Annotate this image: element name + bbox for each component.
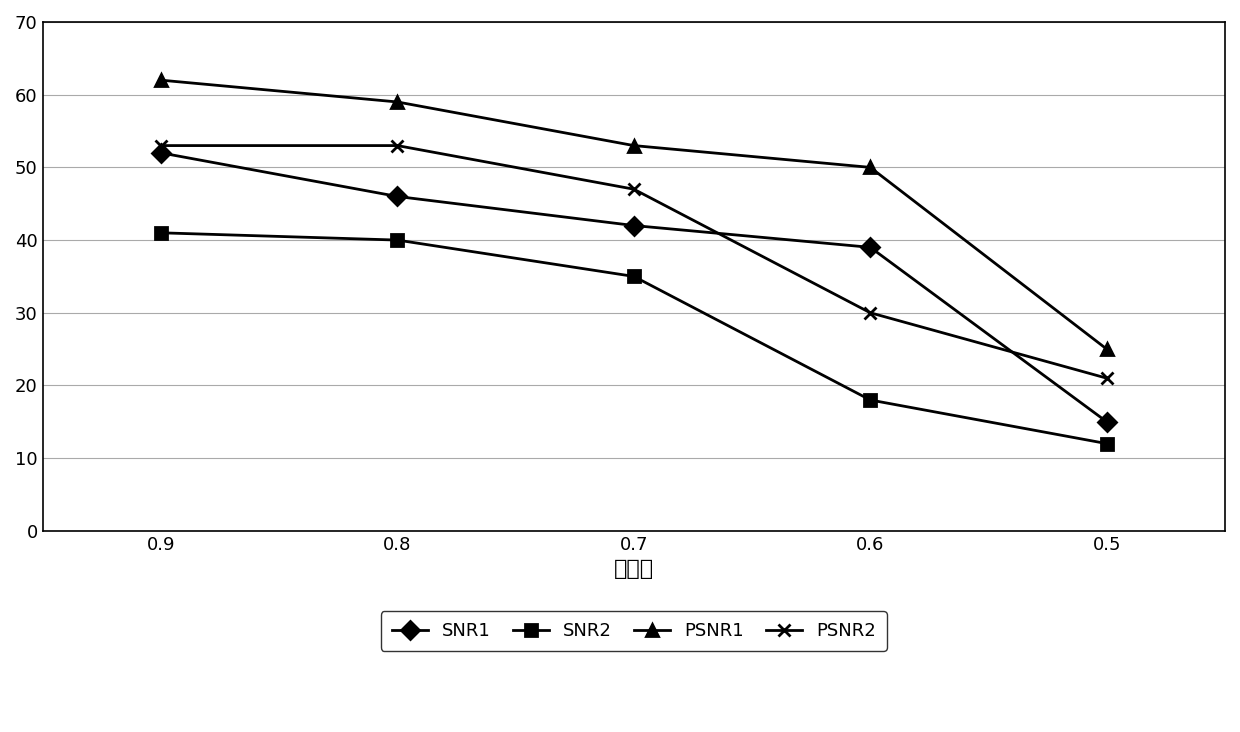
PSNR2: [1100, 374, 1115, 383]
PSNR2: [389, 141, 404, 150]
SNR2: [626, 272, 641, 281]
PSNR1: [863, 163, 878, 172]
PSNR1: [389, 97, 404, 106]
SNR2: [863, 395, 878, 404]
PSNR2: [154, 141, 169, 150]
Line: PSNR2: PSNR2: [155, 139, 1114, 384]
PSNR1: [154, 75, 169, 84]
SNR1: [863, 243, 878, 252]
Line: PSNR1: PSNR1: [155, 74, 1114, 355]
Line: SNR2: SNR2: [155, 226, 1114, 450]
SNR1: [154, 149, 169, 157]
SNR1: [1100, 417, 1115, 426]
PSNR1: [1100, 345, 1115, 354]
PSNR2: [626, 184, 641, 193]
SNR2: [389, 236, 404, 244]
PSNR1: [626, 141, 641, 150]
SNR1: [389, 192, 404, 201]
PSNR2: [863, 308, 878, 317]
SNR2: [1100, 439, 1115, 448]
Line: SNR1: SNR1: [155, 146, 1114, 428]
SNR2: [154, 228, 169, 237]
Legend: SNR1, SNR2, PSNR1, PSNR2: SNR1, SNR2, PSNR1, PSNR2: [381, 611, 887, 651]
SNR1: [626, 221, 641, 230]
X-axis label: 剪枝率: 剪枝率: [614, 559, 653, 579]
